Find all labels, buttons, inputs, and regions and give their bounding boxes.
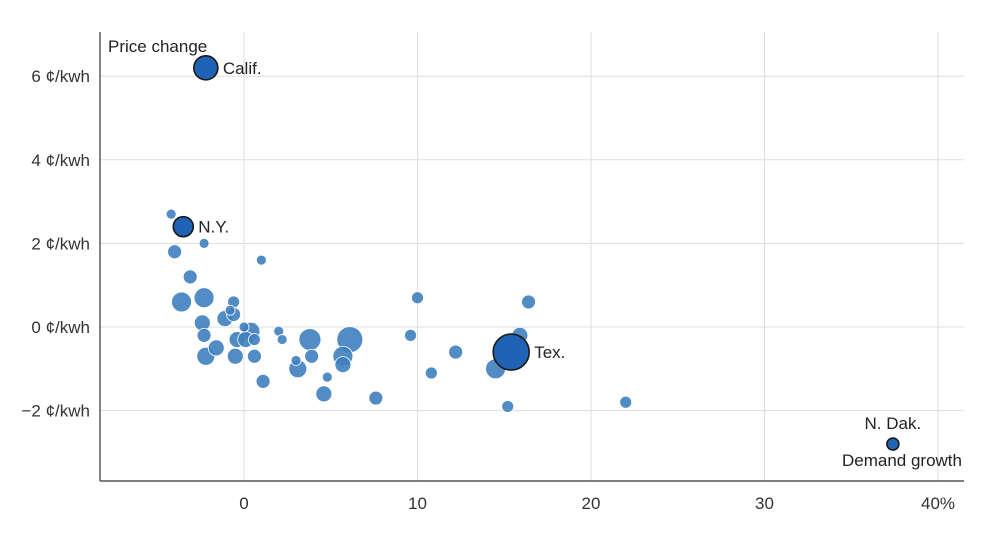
data-point xyxy=(171,291,192,313)
data-point xyxy=(247,348,262,364)
axes xyxy=(99,32,964,482)
data-point xyxy=(226,347,244,365)
highlight-point xyxy=(193,55,219,81)
data-point xyxy=(255,254,267,266)
highlight-point xyxy=(172,215,195,238)
highlight-point xyxy=(492,333,530,371)
data-point xyxy=(304,348,320,364)
data-point xyxy=(501,400,515,413)
highlight-label: Tex. xyxy=(534,343,565,362)
x-tick-label: 10 xyxy=(408,494,427,513)
y-tick-label: −2 ¢/kwh xyxy=(21,402,90,421)
data-point xyxy=(424,366,438,380)
data-point xyxy=(298,328,322,351)
data-points xyxy=(165,208,633,413)
data-point xyxy=(198,237,210,249)
highlight-label: Calif. xyxy=(223,59,262,78)
x-tick-label: 20 xyxy=(582,494,601,513)
y-tick-label: 6 ¢/kwh xyxy=(31,67,90,86)
y-tick-label: 0 ¢/kwh xyxy=(31,318,90,337)
data-point xyxy=(167,244,183,260)
y-axis-title: Price change xyxy=(108,37,207,56)
grid-lines xyxy=(100,32,964,481)
data-point xyxy=(196,327,212,343)
tick-labels: −2 ¢/kwh 0 ¢/kwh 2 ¢/kwh 4 ¢/kwh 6 ¢/kwh 0 10 2… xyxy=(21,67,955,513)
data-point xyxy=(368,390,384,406)
x-tick-label: 30 xyxy=(755,494,774,513)
x-tick-label: 0 xyxy=(239,494,248,513)
highlighted-points: Calif. N.Y. Tex. N. Dak. xyxy=(172,55,922,451)
data-point xyxy=(165,208,177,220)
data-point xyxy=(224,304,236,316)
x-axis-title: Demand growth xyxy=(842,451,962,470)
data-point xyxy=(411,291,424,305)
x-tick-label: 40% xyxy=(921,494,955,513)
data-point xyxy=(619,395,633,409)
data-point xyxy=(321,371,333,383)
data-point xyxy=(276,334,288,345)
data-point xyxy=(334,356,352,374)
y-tick-label: 4 ¢/kwh xyxy=(31,151,90,170)
data-point xyxy=(193,287,215,309)
data-point xyxy=(207,339,225,357)
highlight-label: N. Dak. xyxy=(865,414,922,433)
data-point xyxy=(315,385,333,403)
highlight-point xyxy=(886,437,900,451)
data-point xyxy=(404,328,417,342)
y-tick-label: 2 ¢/kwh xyxy=(31,234,90,253)
highlight-label: N.Y. xyxy=(198,218,229,237)
data-point xyxy=(238,321,250,333)
data-point xyxy=(448,344,464,360)
data-point xyxy=(182,269,198,285)
data-point xyxy=(521,294,536,310)
data-point xyxy=(248,333,261,346)
data-point xyxy=(290,355,302,366)
data-point xyxy=(255,373,271,389)
